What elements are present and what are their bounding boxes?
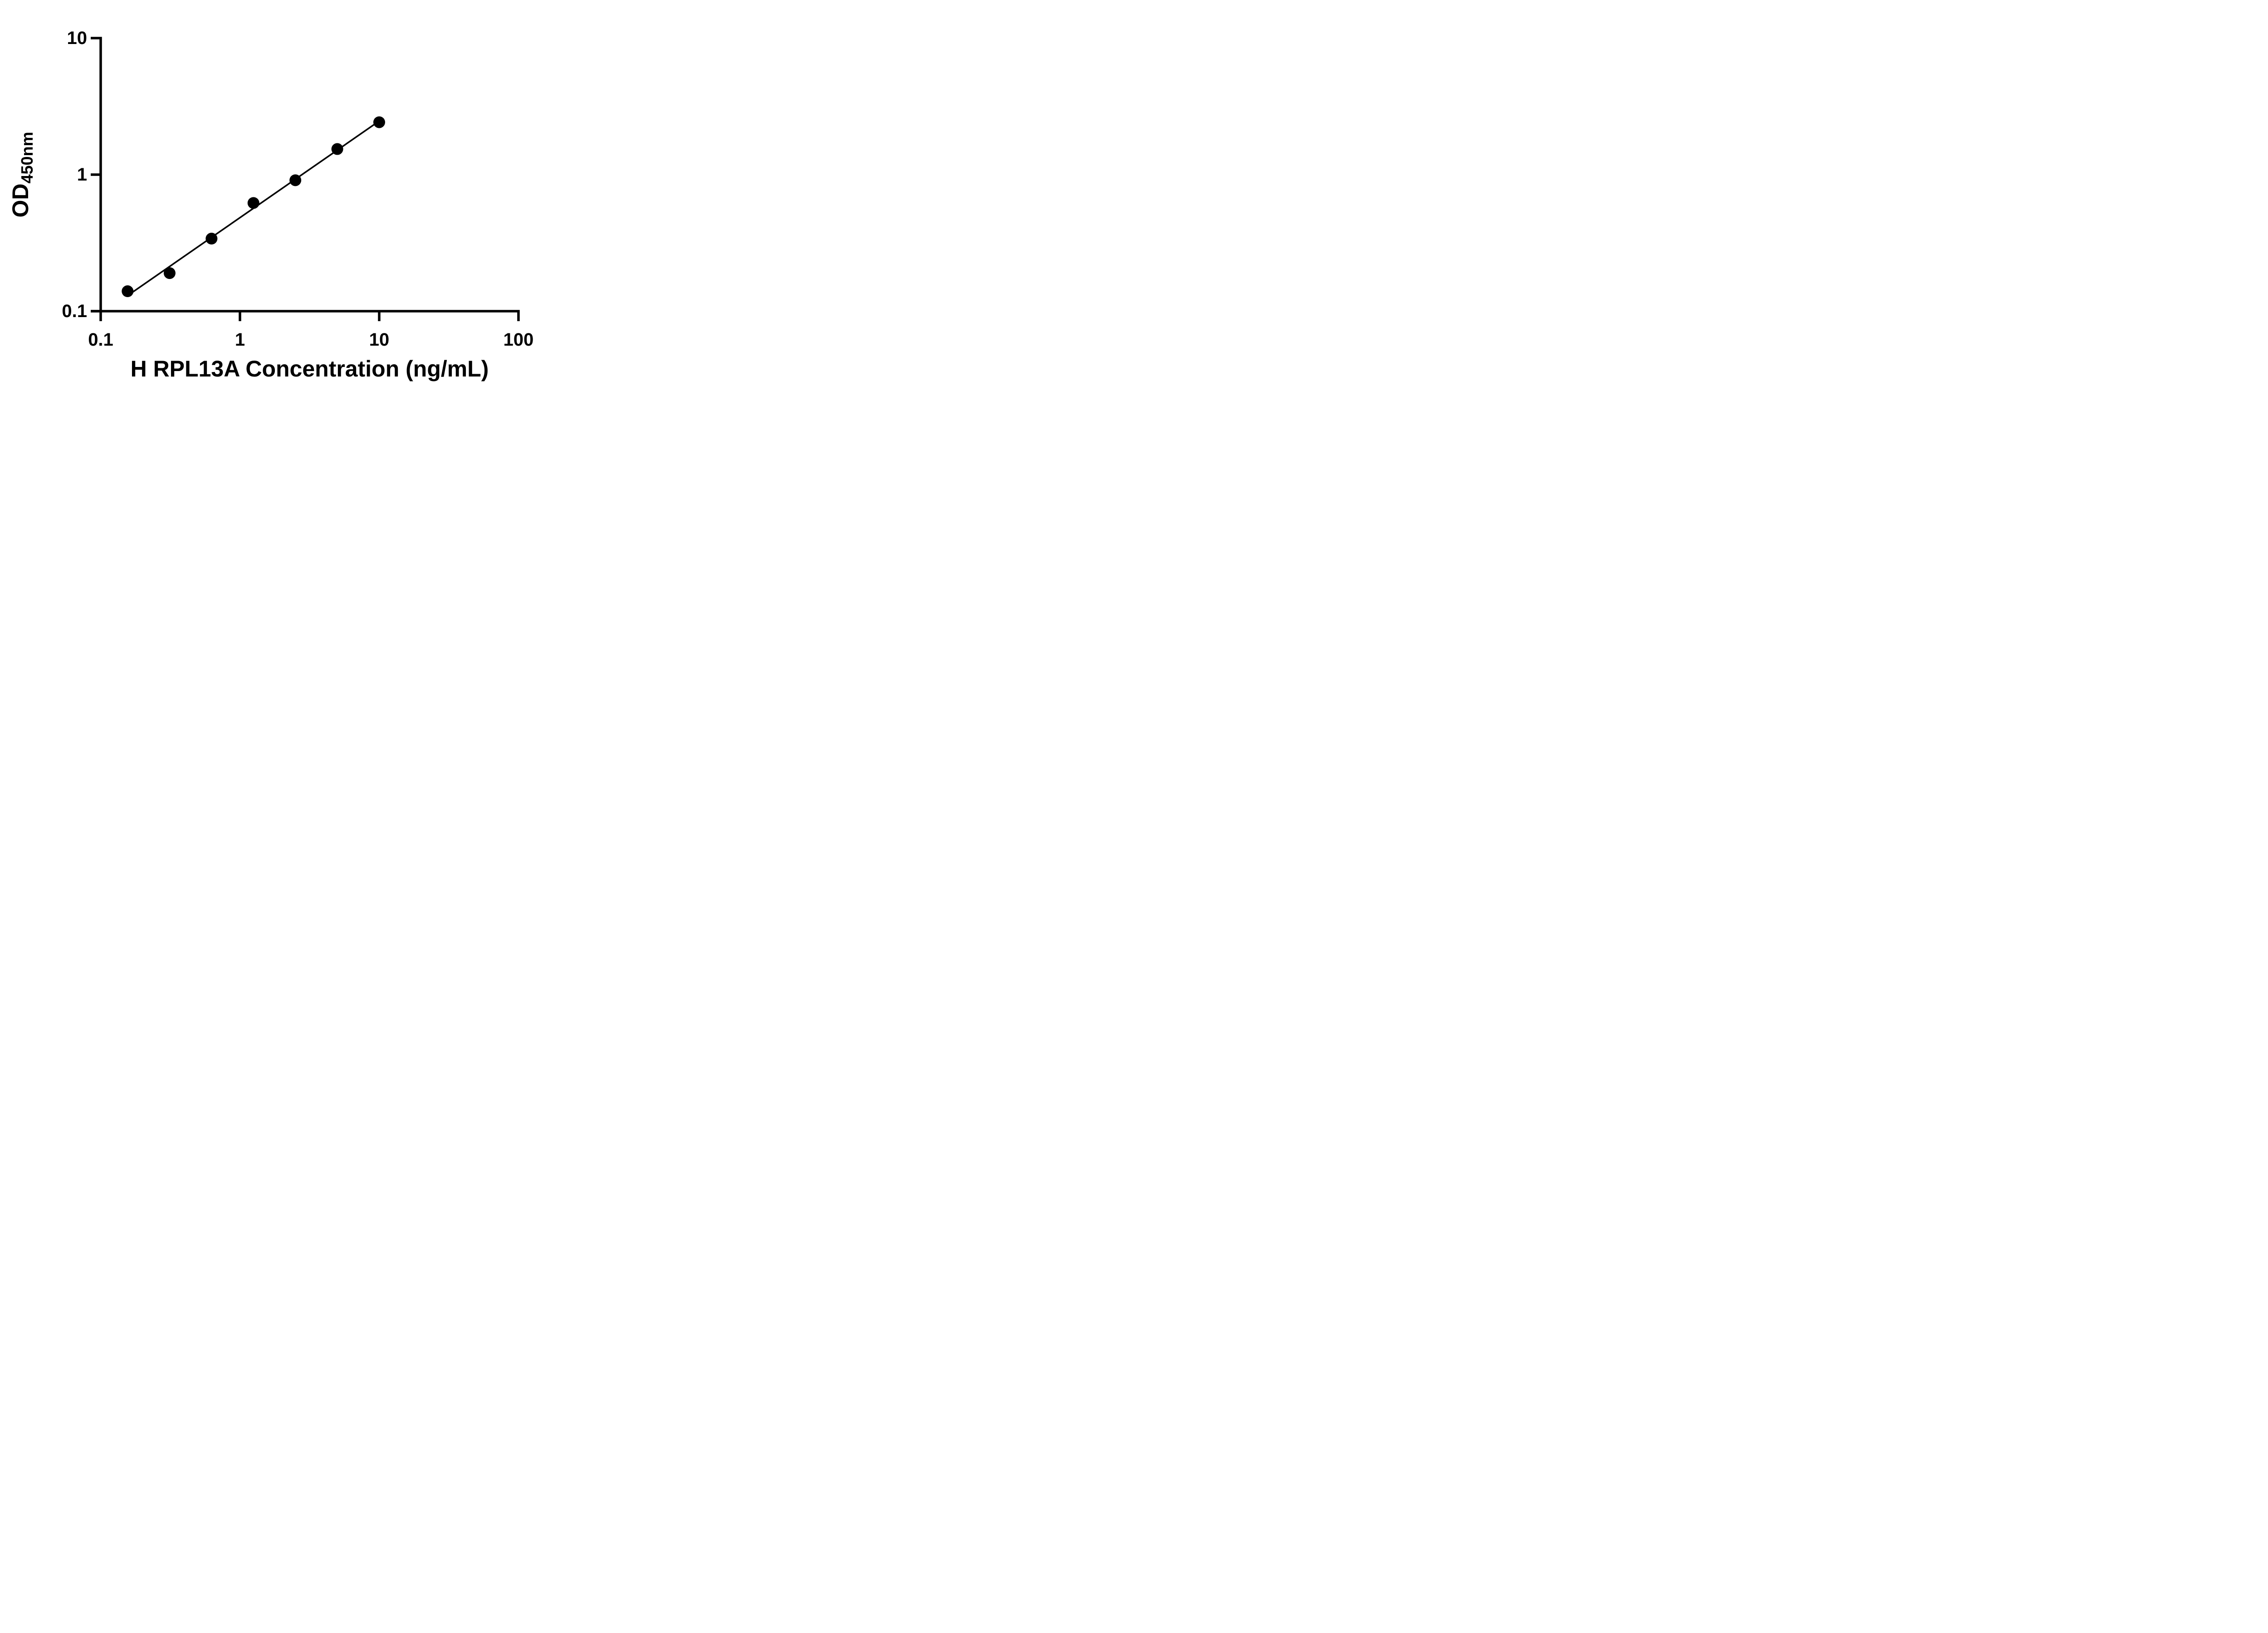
data-point [373,116,385,128]
plot-canvas: 0.1 1 10 0.1 1 10 100 H RPL13A Concentration (n… [8,28,534,381]
data-point [122,285,134,298]
data-point [247,197,259,209]
elisa-standard-curve-figure: 0.1 1 10 0.1 1 10 100 H RPL13A Concentration (n… [0,0,572,408]
data-point [331,143,343,155]
data-point [289,174,302,186]
x-tick-label: 100 [503,330,534,350]
x-axis-title: H RPL13A Concentration (ng/mL) [131,356,489,381]
data-point [205,233,218,245]
x-tick-label: 1 [235,330,245,350]
x-tick-label: 0.1 [88,330,113,350]
y-tick-label: 1 [77,165,87,185]
y-axis-title-main: OD [8,184,33,218]
x-tick-label: 10 [369,330,390,350]
x-axis [91,310,520,321]
data-point [163,267,176,279]
y-axis [91,37,102,311]
y-axis-title: OD450nm [8,132,36,217]
y-tick-label: 0.1 [62,301,87,321]
y-axis-title-subscript: 450nm [18,132,36,183]
y-tick-label: 10 [67,28,88,48]
